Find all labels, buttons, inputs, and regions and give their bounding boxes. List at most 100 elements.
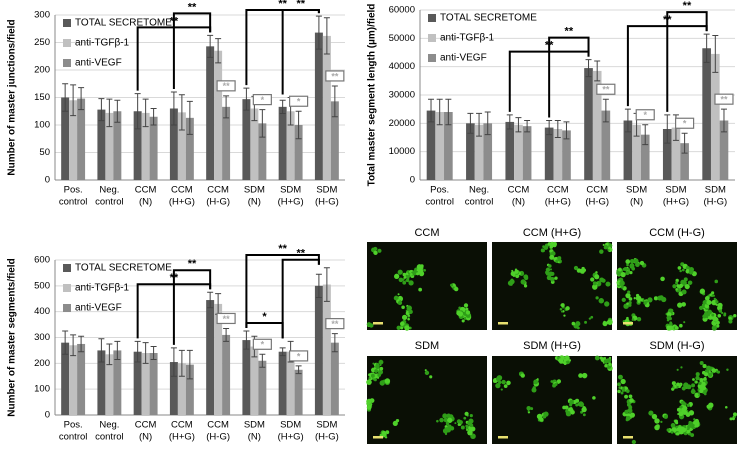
- cell: [624, 394, 629, 399]
- cell: [668, 316, 672, 321]
- bar: [185, 117, 194, 180]
- bar: [97, 109, 106, 180]
- cell: [635, 295, 642, 302]
- error-bar: [170, 347, 177, 377]
- cell: [373, 246, 378, 252]
- legend-swatch: [63, 59, 71, 67]
- bar: [553, 129, 563, 180]
- y-tick-label: 200: [34, 358, 50, 369]
- cell: [461, 319, 465, 323]
- cell: [706, 370, 709, 373]
- y-tick-label: 0: [410, 175, 415, 186]
- cell: [454, 422, 457, 425]
- micrograph-bg: [492, 356, 612, 444]
- cell: [599, 277, 605, 283]
- y-axis-label: Total master segment length (µm)/field: [367, 4, 378, 187]
- legend-swatch: [428, 14, 436, 22]
- legend-label: anti-VEGF: [75, 58, 122, 69]
- error-bar: [315, 273, 322, 298]
- error-bar: [98, 338, 105, 363]
- x-tick-label: Neg.: [99, 185, 119, 196]
- cell: [622, 267, 626, 271]
- cell: [620, 272, 626, 278]
- cell: [695, 375, 700, 381]
- cell: [405, 272, 409, 275]
- bar: [206, 300, 215, 415]
- cell: [636, 317, 642, 322]
- error-bar: [594, 60, 601, 82]
- significance-bracket: [666, 11, 708, 112]
- cell: [711, 291, 715, 295]
- cell: [626, 302, 629, 305]
- cell: [713, 316, 719, 322]
- x-tick-label: CCM: [135, 185, 157, 196]
- cell: [639, 260, 645, 266]
- cell: [450, 283, 454, 287]
- error-bar: [524, 120, 531, 133]
- cell: [581, 406, 587, 413]
- cell: [590, 315, 594, 319]
- cell: [690, 433, 695, 437]
- cell: [469, 414, 473, 418]
- micrograph-label: SDM (H-G): [650, 340, 705, 352]
- bar: [671, 127, 681, 180]
- cell: [717, 313, 722, 318]
- cell: [401, 314, 408, 320]
- error-bar: [546, 120, 553, 136]
- cell: [538, 417, 542, 421]
- cell: [709, 293, 712, 296]
- cell: [681, 268, 685, 272]
- cell: [463, 416, 467, 420]
- cell: [460, 425, 465, 430]
- error-bar: [563, 121, 570, 140]
- x-tick-label: CCM: [508, 185, 530, 196]
- box-label-frame: [325, 70, 345, 82]
- legend-label: TOTAL SECRETOME: [440, 13, 537, 24]
- error-bar: [186, 349, 193, 380]
- cell: [578, 268, 583, 273]
- cell: [660, 420, 663, 424]
- cell: [631, 439, 636, 445]
- cell: [716, 320, 720, 325]
- error-bar: [62, 83, 69, 112]
- y-axis-label: Number of master segments/field: [7, 258, 18, 416]
- cell: [599, 249, 604, 254]
- cell: [578, 401, 584, 407]
- cell: [542, 249, 545, 253]
- x-tick-label: SDM: [665, 185, 686, 196]
- cell: [677, 302, 683, 307]
- cell: [680, 366, 683, 369]
- cell: [465, 310, 471, 315]
- cell: [625, 415, 631, 421]
- x-tick-label: SDM: [244, 185, 265, 196]
- x-tick-label: (H-G): [206, 432, 230, 443]
- x-tick-label: (N): [512, 197, 525, 208]
- x-tick-label: CCM: [171, 185, 193, 196]
- error-bar: [150, 346, 157, 360]
- cell: [602, 243, 605, 247]
- cell: [366, 398, 372, 405]
- cell: [550, 276, 555, 282]
- cell: [721, 311, 724, 315]
- bar: [141, 353, 150, 415]
- cell: [379, 367, 382, 371]
- y-tick-label: 100: [34, 384, 50, 395]
- box-label-frame: [289, 95, 309, 107]
- cell: [408, 309, 413, 315]
- cell: [707, 309, 713, 315]
- y-tick-label: 10000: [389, 146, 415, 157]
- cell: [698, 381, 702, 385]
- cell: [509, 279, 515, 285]
- legend-label: TOTAL SECRETOME: [75, 263, 172, 274]
- x-tick-label: SDM: [705, 185, 726, 196]
- cell: [526, 406, 531, 411]
- bar: [250, 346, 259, 415]
- box-label: **: [331, 71, 339, 81]
- cell: [370, 373, 375, 378]
- cell: [424, 369, 427, 372]
- cell: [711, 299, 717, 306]
- cell: [690, 389, 696, 395]
- x-tick-label: CCM: [171, 420, 193, 431]
- bar: [505, 121, 515, 180]
- box-label-frame: [596, 83, 616, 95]
